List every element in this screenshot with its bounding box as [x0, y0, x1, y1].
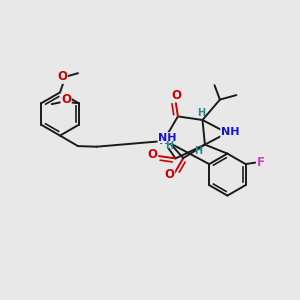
Text: NH: NH [221, 127, 239, 137]
Text: F: F [256, 156, 265, 169]
Text: O: O [61, 93, 71, 106]
Text: H: H [165, 141, 173, 151]
Text: O: O [171, 89, 181, 102]
Text: O: O [164, 168, 175, 182]
Text: NH: NH [158, 133, 177, 143]
Text: O: O [57, 70, 68, 83]
Text: H: H [197, 108, 206, 118]
Text: N: N [158, 134, 169, 148]
Text: O: O [148, 148, 158, 161]
Text: H: H [194, 146, 202, 156]
